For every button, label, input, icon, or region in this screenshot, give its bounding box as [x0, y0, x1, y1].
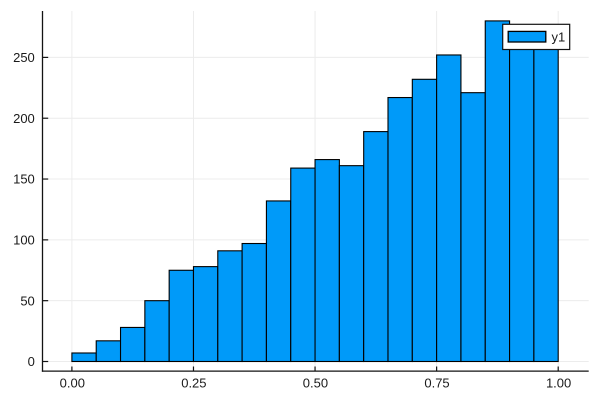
- svg-text:0.75: 0.75: [424, 375, 449, 390]
- svg-text:y1: y1: [552, 29, 566, 44]
- svg-text:0.50: 0.50: [303, 375, 328, 390]
- svg-text:0: 0: [28, 354, 35, 369]
- svg-text:150: 150: [13, 172, 35, 187]
- svg-text:0.25: 0.25: [181, 375, 206, 390]
- svg-text:0.00: 0.00: [60, 375, 85, 390]
- svg-text:200: 200: [13, 111, 35, 126]
- svg-text:1.00: 1.00: [546, 375, 571, 390]
- svg-text:50: 50: [20, 293, 34, 308]
- svg-text:100: 100: [13, 232, 35, 247]
- svg-text:250: 250: [13, 50, 35, 65]
